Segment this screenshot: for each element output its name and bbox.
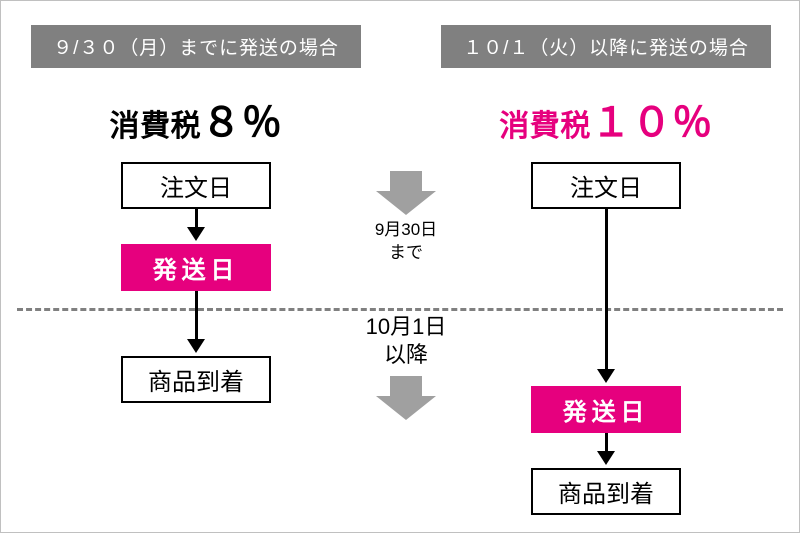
diagram-container: ９/３０（月）までに発送の場合 消費税８％ 注文日 発送日 商品到着 １０/１（… [1,1,799,532]
big-arrow-down-icon [356,171,456,215]
arrow-down-icon [187,339,205,353]
left-order-date-box: 注文日 [121,162,271,209]
arrow-stem [605,209,608,369]
left-arrival-box: 商品到着 [121,356,271,403]
after-date-label: 10月1日以降 [356,313,456,370]
right-header-bar: １０/１（火）以降に発送の場合 [441,25,771,68]
left-header-bar: ９/３０（月）までに発送の場合 [31,25,361,68]
arrow-stem [195,209,198,227]
left-ship-date-box: 発送日 [121,244,271,291]
center-column: 9月30日まで 10月1日以降 [356,171,456,420]
right-ship-date-box: 発送日 [531,386,681,433]
arrow-stem [605,433,608,451]
right-order-date-box: 注文日 [531,162,681,209]
until-date-label: 9月30日まで [356,219,456,265]
arrow-down-icon [597,369,615,383]
left-tax-title: 消費税８％ [31,90,361,148]
arrow-down-icon [187,227,205,241]
right-column: １０/１（火）以降に発送の場合 消費税１０％ 注文日 発送日 商品到着 [441,25,771,515]
left-column: ９/３０（月）までに発送の場合 消費税８％ 注文日 発送日 商品到着 [31,25,361,403]
right-tax-label: 消費税 [499,110,591,143]
left-tax-pct: ８％ [201,101,282,145]
right-tax-title: 消費税１０％ [441,90,771,148]
left-tax-label: 消費税 [109,110,201,143]
right-tax-pct: １０％ [591,101,713,145]
arrow-down-icon [597,451,615,465]
arrow-stem [195,291,198,339]
big-arrow-down-icon [356,376,456,420]
right-arrival-box: 商品到着 [531,468,681,515]
